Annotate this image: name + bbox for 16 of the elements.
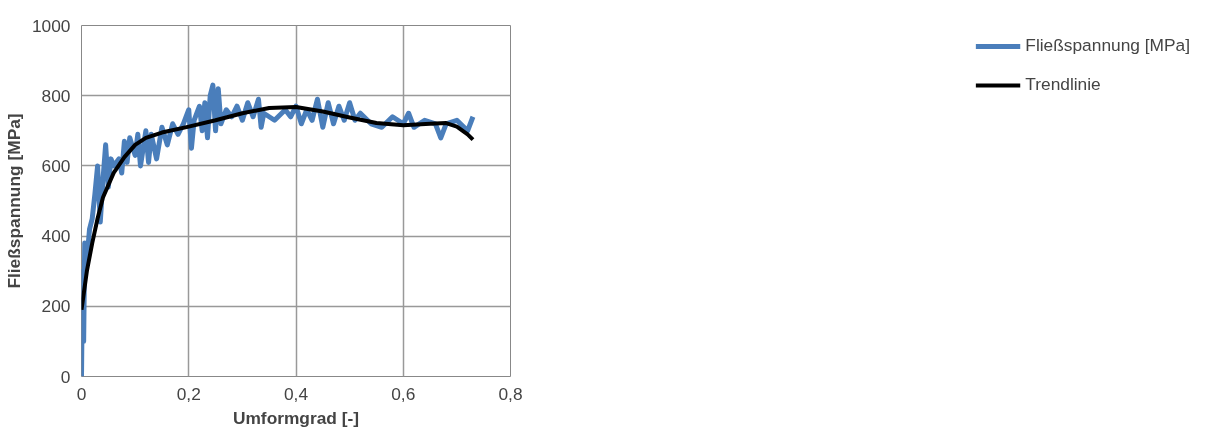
y-tick-label: 200	[41, 296, 71, 317]
y-tick-label: 1000	[31, 15, 71, 36]
x-tick-label: 0,6	[391, 383, 416, 404]
x-tick-label: 0,2	[176, 383, 201, 404]
y-axis-title: Fließspannung [MPa]	[3, 113, 24, 289]
legend-label: Fließspannung [MPa]	[1025, 35, 1190, 56]
y-tick-label: 0	[60, 366, 71, 387]
x-axis-title: Umformgrad [-]	[232, 407, 360, 428]
x-tick-label: 0	[76, 383, 87, 404]
y-tick-label: 400	[41, 226, 71, 247]
y-tick-label: 800	[41, 85, 71, 106]
y-tick-label: 600	[41, 155, 71, 176]
legend-label: Trendlinie	[1025, 74, 1101, 95]
x-tick-label: 0,4	[283, 383, 309, 404]
line-series	[81, 104, 475, 312]
x-tick-label: 0,8	[498, 383, 523, 404]
